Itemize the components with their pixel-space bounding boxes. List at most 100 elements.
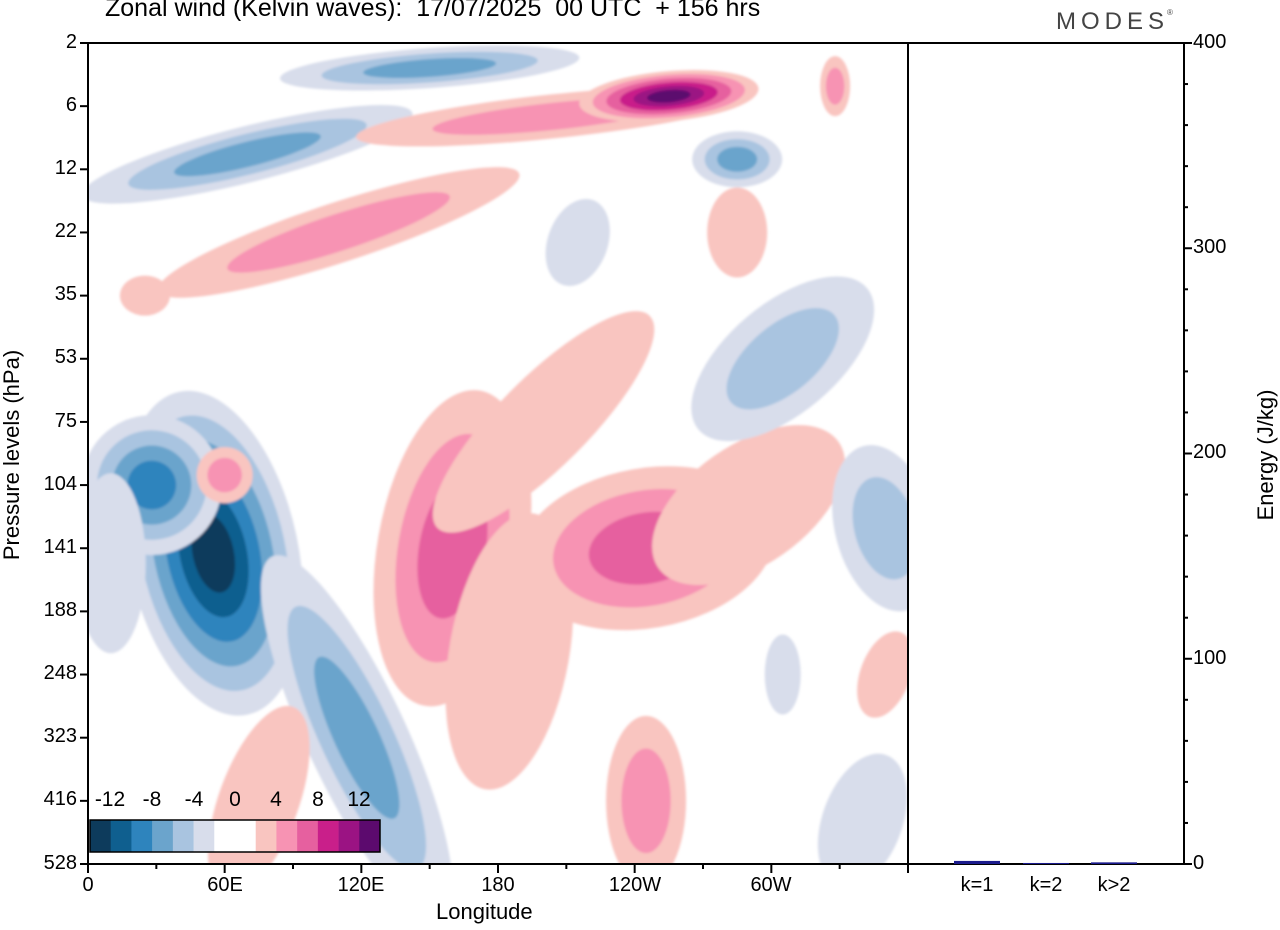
- contour-band: [825, 67, 845, 105]
- energy-bar-label: k>2: [1097, 874, 1131, 896]
- contour-band: [227, 192, 450, 273]
- colorbar-label: 12: [347, 788, 371, 811]
- contour-band: [764, 634, 801, 715]
- colorbar-swatch: [110, 820, 132, 852]
- y-tick-label: 248: [43, 662, 77, 684]
- chart-title: Zonal wind (Kelvin waves): 17/07/2025 00…: [105, 0, 761, 22]
- positive-anomaly-small: [196, 447, 253, 504]
- contour-band: [432, 311, 655, 533]
- energy-tick-label: 0: [1193, 852, 1205, 874]
- positive-patch-mid: [707, 187, 768, 278]
- negative-anomaly-surface-east: [817, 753, 908, 864]
- energy-tick-label: 200: [1193, 441, 1227, 463]
- colorbar-swatch: [317, 820, 339, 852]
- x-tick-label: 60W: [750, 874, 792, 896]
- brand-registered-mark: ®: [1167, 8, 1173, 17]
- contour-band: [207, 457, 242, 493]
- colorbar-swatch: [338, 820, 360, 852]
- y-tick-label: 141: [43, 536, 77, 558]
- y-tick-label: 53: [54, 346, 77, 368]
- positive-band-peak: [579, 70, 759, 123]
- negative-anomaly-patch: [764, 634, 801, 715]
- energy-bar: [954, 860, 1000, 864]
- contour-band: [852, 477, 908, 580]
- negative-anomaly-upper-east: [691, 276, 875, 442]
- y-tick-label: 6: [65, 94, 77, 116]
- wind-field: [88, 45, 908, 864]
- contour-band: [621, 748, 671, 854]
- brand-logo: MODES®: [1056, 8, 1173, 36]
- x-tick-label: 60E: [207, 874, 243, 896]
- energy-axis-ticks: [1184, 42, 1192, 865]
- y-tick-label: 188: [43, 599, 77, 621]
- contour-band: [314, 656, 400, 819]
- y-tick-label: 416: [43, 788, 77, 810]
- contour-band: [817, 753, 908, 864]
- y-tick-label: 528: [43, 852, 77, 874]
- colorbar-label: -12: [94, 788, 126, 811]
- positive-anomaly-surface: [606, 715, 687, 864]
- y-tick-label: 35: [54, 283, 77, 305]
- contour-band: [119, 275, 170, 316]
- colorbar-swatch: [359, 820, 381, 852]
- colorbar-swatch: [214, 820, 236, 852]
- y-tick-label: 104: [43, 473, 77, 495]
- contour-band: [174, 132, 321, 177]
- colorbar-swatch: [297, 820, 319, 852]
- negative-band-stratosphere: [88, 105, 413, 204]
- energy-bar: [1023, 862, 1069, 864]
- contour-band: [127, 460, 177, 510]
- contour-band: [707, 187, 768, 278]
- colorbar-frame: [89, 819, 381, 853]
- y-tick-label: 12: [54, 157, 77, 179]
- colorbar-swatch: [255, 820, 277, 852]
- y-tick-label: 22: [54, 220, 77, 242]
- contour-band: [652, 425, 846, 586]
- colorbar-swatch: [276, 820, 298, 852]
- colorbar-swatch: [152, 820, 174, 852]
- colorbar-swatch: [172, 820, 194, 852]
- colorbar-label: 4: [270, 788, 282, 811]
- negative-anomaly-edge: [88, 473, 146, 654]
- energy-bar-label: k=1: [960, 874, 994, 896]
- negative-patch-upper: [692, 131, 783, 188]
- contour-band: [647, 89, 691, 103]
- x-tick-label: 180: [481, 874, 515, 896]
- colorbar-label: -8: [142, 788, 162, 811]
- energy-tick-label: 400: [1193, 31, 1227, 53]
- colorbar-swatch: [90, 820, 112, 852]
- energy-bar: [1091, 862, 1137, 864]
- contour-band: [191, 513, 236, 593]
- y-axis-label: Pressure levels (hPa): [0, 349, 24, 561]
- energy-axis-label: Energy (J/kg): [1253, 389, 1278, 521]
- colorbar-swatch: [131, 820, 153, 852]
- main-axis-ticks: [80, 42, 909, 873]
- colorbar: [89, 819, 381, 853]
- positive-anomaly-east: [652, 425, 846, 586]
- x-tick-label: 120W: [608, 874, 662, 896]
- negative-anomaly-far-east: [832, 445, 908, 612]
- contour-band: [363, 57, 497, 79]
- x-tick-label: 120E: [337, 874, 385, 896]
- positive-anomaly-patch: [119, 275, 170, 316]
- positive-anomaly-rising: [432, 311, 655, 533]
- y-tick-label: 75: [54, 410, 77, 432]
- negative-anomaly-tail: [260, 555, 453, 864]
- contour-band: [857, 631, 908, 718]
- colorbar-label: 0: [229, 788, 241, 811]
- energy-bar-label: k=2: [1029, 874, 1063, 896]
- negative-band-top: [280, 45, 580, 91]
- contour-band: [717, 146, 758, 172]
- colorbar-label: -4: [184, 788, 204, 811]
- contour-band: [88, 473, 146, 654]
- y-tick-label: 2: [65, 31, 77, 53]
- x-tick-label: 0: [82, 874, 94, 896]
- energy-tick-label: 300: [1193, 236, 1227, 258]
- positive-anomaly-surface-east: [857, 631, 908, 718]
- colorbar-label: 8: [312, 788, 324, 811]
- positive-band-stratosphere: [157, 167, 520, 298]
- y-tick-label: 323: [43, 725, 77, 747]
- colorbar-swatch: [193, 820, 215, 852]
- brand-name: MODES: [1056, 8, 1170, 35]
